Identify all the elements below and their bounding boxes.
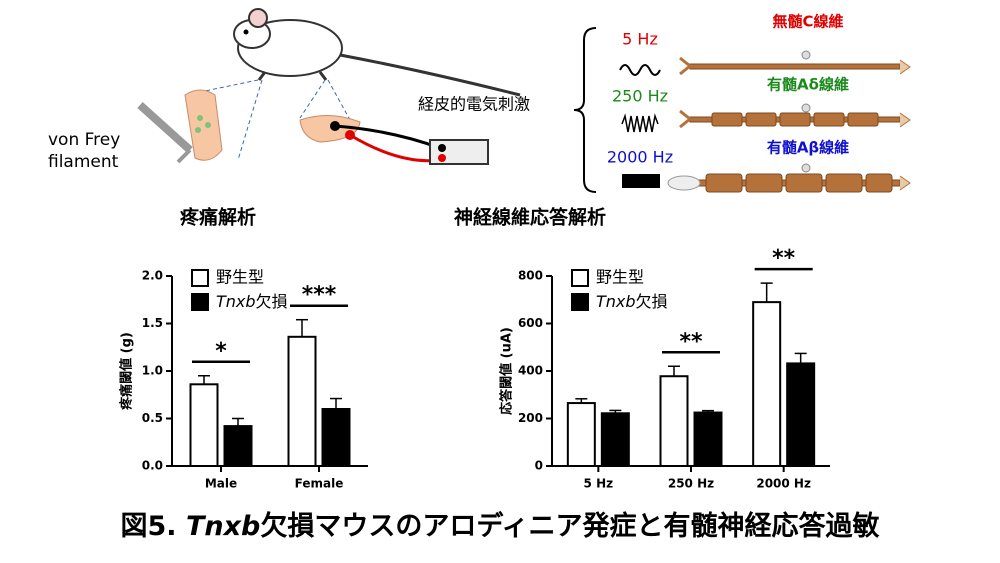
von-frey-label: von Frey	[48, 130, 120, 150]
bar	[659, 375, 689, 468]
fiber-label: 有髄Aβ線維	[767, 139, 849, 157]
y-axis-label: 応答閾値 (uA)	[499, 327, 515, 415]
bar	[566, 402, 596, 467]
legend-label: Tnxb欠損	[216, 292, 288, 311]
chart-title: 疼痛解析	[180, 206, 256, 229]
x-tick-label: Male	[205, 477, 237, 491]
legend-label: 野生型	[216, 268, 264, 287]
bar	[693, 411, 723, 467]
bar	[321, 408, 351, 467]
bar	[287, 335, 317, 467]
legend-swatch	[191, 293, 209, 311]
legend-swatch	[571, 293, 589, 311]
frequency-label: 2000 Hz	[607, 148, 673, 167]
von-frey-label: filament	[48, 152, 119, 172]
significance-mark: *	[215, 339, 227, 364]
significance-mark: ***	[302, 283, 337, 308]
x-tick-label: 5 Hz	[584, 477, 614, 491]
y-tick-label: 1.5	[142, 316, 163, 330]
bar	[189, 383, 219, 467]
legend-label: 野生型	[596, 268, 644, 287]
y-tick-label: 2.0	[142, 269, 163, 283]
y-tick-label: 0.5	[142, 411, 163, 425]
frequency-label: 250 Hz	[612, 87, 668, 106]
chart-title: 神経線維応答解析	[454, 206, 606, 229]
y-tick-label: 1.0	[142, 364, 163, 378]
fiber-label: 有髄Aδ線維	[767, 76, 849, 94]
x-tick-label: 250 Hz	[668, 477, 714, 491]
x-tick-label: 2000 Hz	[756, 477, 811, 491]
y-tick-label: 400	[518, 364, 543, 378]
x-tick-label: Female	[295, 477, 344, 491]
significance-mark: **	[772, 246, 796, 271]
significance-mark: **	[679, 329, 703, 354]
y-tick-label: 800	[518, 269, 543, 283]
y-tick-label: 0	[535, 459, 543, 473]
bar	[752, 301, 782, 467]
mouse-illustration	[137, 8, 911, 193]
bar	[786, 362, 816, 467]
legend-label: Tnxb欠損	[596, 292, 668, 311]
fiber-label: 無髄C線維	[772, 13, 843, 31]
y-axis-label: 疼痛閾値 (g)	[119, 332, 135, 410]
caption: 図5. Tnxb欠損マウスのアロディニア発症と有髄神経応答過敏	[121, 510, 880, 542]
y-tick-label: 600	[518, 316, 543, 330]
legend-swatch	[191, 269, 209, 287]
bar	[600, 412, 630, 467]
y-tick-label: 0.0	[142, 459, 163, 473]
legend-swatch	[571, 269, 589, 287]
stimulation-label: 経皮的電気刺激	[418, 95, 530, 114]
frequency-label: 5 Hz	[622, 30, 658, 49]
y-tick-label: 200	[518, 411, 543, 425]
bar	[223, 425, 253, 468]
